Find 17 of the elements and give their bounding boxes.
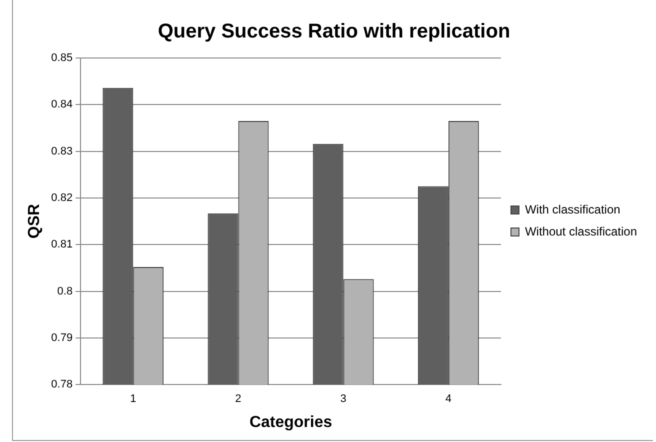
x-axis-title: Categories [249, 414, 332, 431]
y-tick-label: 0.85 [51, 52, 73, 64]
x-tick-label: 4 [445, 393, 452, 406]
x-tick-label: 3 [340, 393, 346, 406]
y-tick-label: 0.82 [51, 192, 73, 204]
y-tick-label: 0.83 [51, 145, 73, 158]
x-tick-label: 2 [235, 393, 242, 406]
y-tick-label: 0.84 [51, 98, 73, 111]
y-tick-label: 0.79 [51, 332, 73, 344]
y-tick-label: 0.8 [57, 285, 73, 298]
y-axis-title: QSR [26, 204, 44, 239]
x-tick-label: 1 [130, 393, 136, 406]
chart-title: Query Success Ratio with replication [158, 20, 510, 43]
legend-label: Without classification [524, 224, 638, 238]
y-tick-label: 0.78 [51, 378, 73, 391]
legend-label: With classification [524, 202, 620, 216]
y-tick-label: 0.81 [51, 238, 73, 251]
